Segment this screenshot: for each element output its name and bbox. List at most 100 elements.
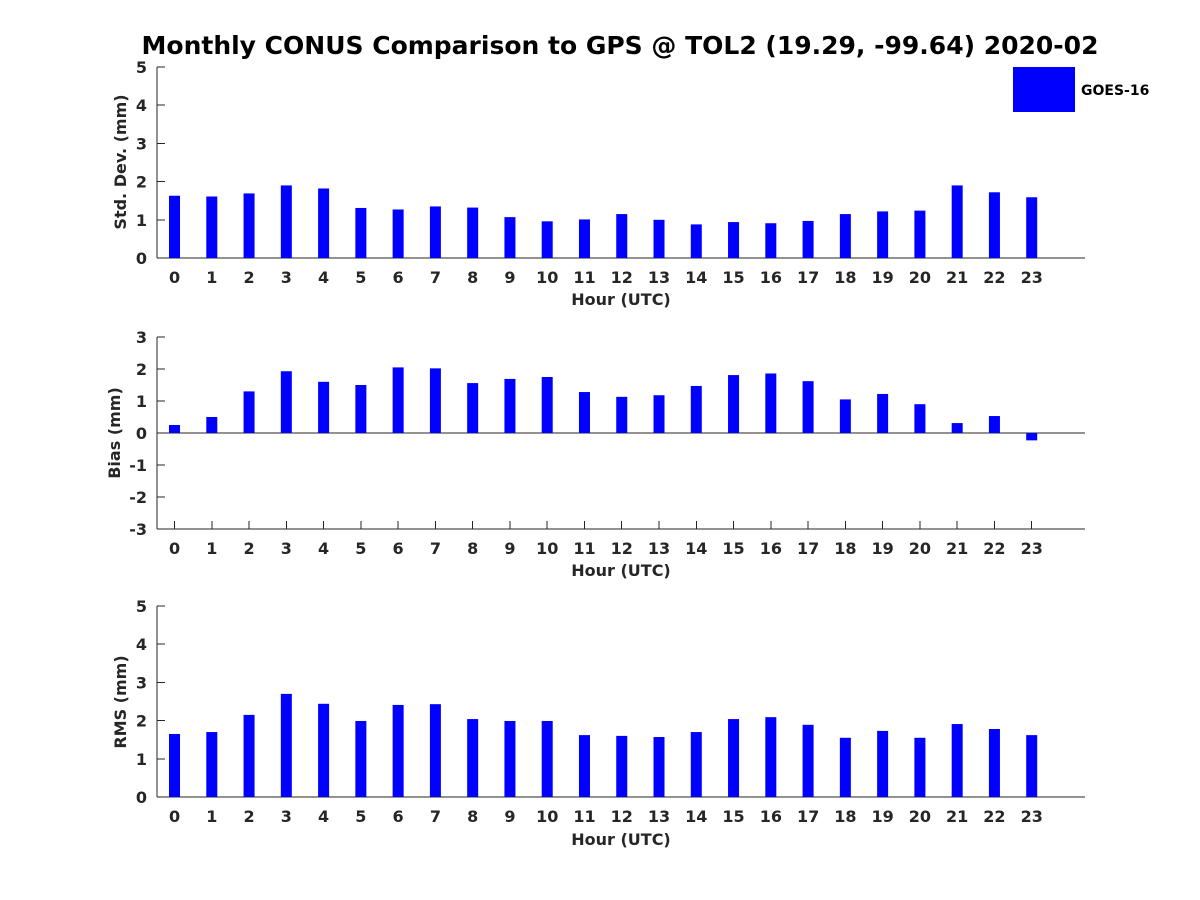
bias-bar-hour-0	[169, 425, 181, 433]
bias-bar-hour-2	[243, 391, 255, 433]
std-dev-x-label: Hour (UTC)	[571, 290, 671, 309]
std-bar-hour-12	[616, 214, 628, 258]
std-bar-hour-15	[728, 222, 740, 258]
bias-x-tick-label: 1	[206, 539, 217, 558]
std-bar-hour-21	[951, 185, 963, 258]
std-bar-hour-5	[355, 207, 367, 258]
rms-bar-hour-17	[802, 724, 814, 797]
rms-x-tick-label: 22	[983, 807, 1005, 826]
std-x-tick-label: 9	[504, 268, 515, 287]
rms-x-label: Hour (UTC)	[571, 830, 671, 849]
rms-bar-hour-3	[280, 693, 292, 797]
rms-bar-hour-4	[318, 703, 330, 797]
rms-x-tick-label: 1	[206, 807, 217, 826]
bias-x-tick-label: 20	[909, 539, 931, 558]
chart-title: Monthly CONUS Comparison to GPS @ TOL2 (…	[142, 31, 1099, 60]
bias-bar-hour-20	[914, 404, 926, 433]
rms-x-tick-label: 20	[909, 807, 931, 826]
std-y-tick-label: 0	[136, 249, 147, 268]
bias-x-tick-label: 22	[983, 539, 1005, 558]
bias-y-tick-label: 3	[136, 328, 147, 347]
rms-bar-hour-1	[206, 732, 218, 797]
bias-bar-hour-7	[429, 368, 441, 433]
bias-x-tick-label: 9	[504, 539, 515, 558]
bias-x-tick-label: 8	[467, 539, 478, 558]
bias-x-tick-label: 2	[243, 539, 254, 558]
std-bar-hour-13	[653, 219, 665, 258]
rms-bar-hour-15	[728, 719, 740, 797]
rms-x-tick-label: 18	[834, 807, 856, 826]
rms-x-tick-label: 0	[169, 807, 180, 826]
rms-y-label: RMS (mm)	[111, 655, 130, 748]
rms-x-tick-label: 19	[871, 807, 893, 826]
bias-bar-hour-5	[355, 385, 367, 433]
rms-y-tick-label: 1	[136, 750, 147, 769]
bias-x-tick-label: 4	[318, 539, 329, 558]
bias-bar-hour-1	[206, 417, 218, 433]
bias-bar-hour-13	[653, 395, 665, 433]
std-bar-hour-4	[318, 188, 330, 258]
rms-y-tick-label: 2	[136, 712, 147, 731]
bias-x-tick-label: 6	[393, 539, 404, 558]
std-x-tick-label: 18	[834, 268, 856, 287]
std-x-tick-label: 22	[983, 268, 1005, 287]
rms-bar-hour-13	[653, 737, 665, 797]
std-bar-hour-17	[802, 220, 814, 258]
std-bar-hour-1	[206, 196, 218, 258]
std-x-tick-label: 7	[430, 268, 441, 287]
std-bar-hour-14	[690, 224, 702, 258]
rms-bar-hour-0	[169, 733, 181, 797]
rms-x-tick-label: 11	[573, 807, 595, 826]
std-bar-hour-2	[243, 193, 255, 258]
std-bar-hour-22	[988, 192, 1000, 258]
bias-x-tick-label: 13	[648, 539, 670, 558]
rms-x-tick-label: 15	[722, 807, 744, 826]
std-y-tick-label: 5	[136, 58, 147, 77]
bias-bar-hour-23	[1026, 433, 1038, 441]
bias-bar-hour-15	[728, 375, 740, 433]
rms-x-tick-label: 23	[1021, 807, 1043, 826]
rms-bar-hour-8	[467, 719, 479, 797]
std-bar-hour-9	[504, 217, 516, 258]
bias-bar-hour-6	[392, 367, 404, 433]
std-x-tick-label: 3	[281, 268, 292, 287]
std-x-tick-label: 20	[909, 268, 931, 287]
rms-bar-hour-11	[578, 735, 590, 797]
bias-y-tick-label: -3	[129, 520, 147, 539]
bias-y-label: Bias (mm)	[105, 387, 124, 479]
std-x-tick-label: 0	[169, 268, 180, 287]
std-bar-hour-23	[1026, 197, 1038, 258]
rms-bar-hour-20	[914, 737, 926, 797]
rms-bar-hour-23	[1026, 735, 1038, 797]
std-y-tick-label: 3	[136, 134, 147, 153]
std-bar-hour-20	[914, 210, 926, 258]
rms-x-tick-label: 21	[946, 807, 968, 826]
bias-x-tick-label: 7	[430, 539, 441, 558]
std-x-tick-label: 2	[243, 268, 254, 287]
std-x-tick-label: 14	[685, 268, 707, 287]
rms-x-tick-label: 16	[760, 807, 782, 826]
bias-bar-hour-11	[578, 392, 590, 433]
bias-x-label: Hour (UTC)	[571, 561, 671, 580]
bias-y-tick-label: -2	[129, 488, 147, 507]
bias-x-tick-label: 15	[722, 539, 744, 558]
bias-bar-hour-8	[467, 383, 479, 433]
bias-x-tick-label: 12	[611, 539, 633, 558]
bias-bar-hour-18	[839, 399, 851, 433]
std-bar-hour-8	[467, 207, 479, 258]
std-dev-y-label: Std. Dev. (mm)	[111, 94, 130, 229]
bias-y-tick-label: 1	[136, 392, 147, 411]
rms-bar-hour-10	[541, 720, 553, 797]
bias-x-tick-label: 18	[834, 539, 856, 558]
bias-y-tick-label: 2	[136, 360, 147, 379]
bias-bar-hour-21	[951, 423, 963, 433]
std-bar-hour-3	[280, 185, 292, 258]
rms-x-tick-label: 7	[430, 807, 441, 826]
bias-x-tick-label: 19	[871, 539, 893, 558]
std-bar-hour-18	[839, 214, 851, 258]
rms-x-tick-label: 8	[467, 807, 478, 826]
std-x-tick-label: 12	[611, 268, 633, 287]
bias-x-tick-label: 21	[946, 539, 968, 558]
